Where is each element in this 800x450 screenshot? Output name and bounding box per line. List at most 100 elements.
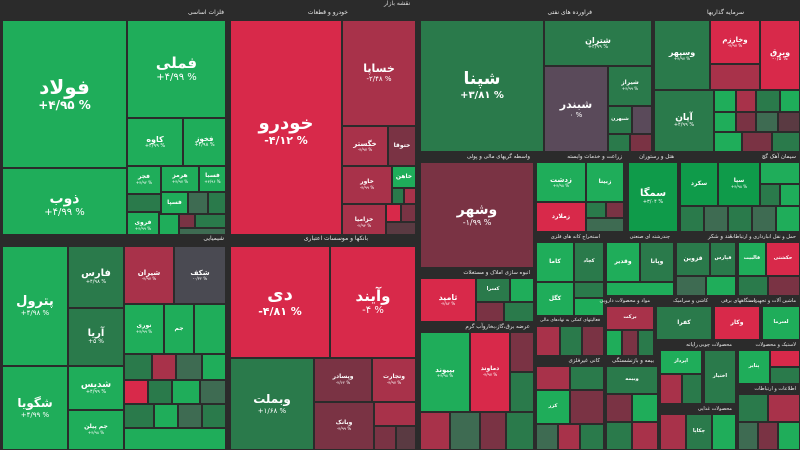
tile-mini[interactable] xyxy=(728,206,752,232)
tile-mini[interactable] xyxy=(758,422,778,450)
tile-mini[interactable] xyxy=(202,404,226,428)
tile-mini[interactable] xyxy=(392,188,404,204)
tile-mini[interactable] xyxy=(606,422,632,450)
tile-mini[interactable] xyxy=(606,330,622,356)
sector-tile[interactable]: کاشی و سرامیک کفرا xyxy=(654,296,712,340)
sector-wood[interactable]: عرضه برق،گاز،بخاروآب گرم بپیوند +۴/۹۸ % … xyxy=(418,322,534,450)
tile-mini[interactable] xyxy=(396,426,416,450)
sector-mining[interactable]: استخراج کانه های فلزی کاما کچاد کگل xyxy=(534,232,604,316)
tile-kgol[interactable]: کگل xyxy=(536,282,574,316)
sector-machinery[interactable]: ماشین آلات و تجهیزات لسرما xyxy=(749,296,800,340)
tile-hormoz[interactable]: هرمز +۴/۹۷ % xyxy=(161,166,199,192)
tile-vbank[interactable]: وبانک -۴/۹۹ % xyxy=(314,402,374,450)
tile-mini[interactable] xyxy=(176,354,202,380)
tile-mini[interactable] xyxy=(154,404,178,428)
tile-mini[interactable] xyxy=(752,206,776,232)
tile-mini[interactable] xyxy=(756,90,780,112)
tile-vbimeh[interactable]: وبیمه xyxy=(606,366,658,394)
tile-mini[interactable] xyxy=(736,90,756,112)
tile-mini[interactable] xyxy=(760,184,780,206)
tile-mini[interactable] xyxy=(570,390,604,424)
tile-sekord[interactable]: سکرد xyxy=(680,162,718,206)
tile-noori[interactable]: نوری +۴/۹۹ % xyxy=(124,304,164,354)
tile-kave[interactable]: کاوه +۴/۹۹ % xyxy=(127,118,183,166)
tile-di[interactable]: دی -۴/۸۱ % xyxy=(230,246,330,358)
tile-mini[interactable] xyxy=(680,206,704,232)
tile-shetran[interactable]: شتران +۴/۹۹ % xyxy=(544,20,652,66)
sector-holding[interactable]: چندرشته ای صنعتی وقدیر وپانا xyxy=(604,232,674,296)
tile-mini[interactable] xyxy=(476,302,504,322)
sector-machines[interactable]: دستگاههای برقی وکار xyxy=(712,296,760,340)
tile-aryan[interactable]: آپان +۴/۹۹ % xyxy=(654,90,714,152)
tile-mini[interactable] xyxy=(630,134,652,152)
tile-vanfir[interactable]: وقدیر xyxy=(606,242,640,282)
tile-ghazar[interactable]: قزوین xyxy=(676,242,710,276)
tile-sameg[interactable]: سمگا +۳/۰۴ % xyxy=(628,162,678,232)
tile-mini[interactable] xyxy=(714,112,736,132)
tile-mini[interactable] xyxy=(558,424,580,450)
tile-zmagh[interactable]: زملارد xyxy=(536,202,586,232)
tile-vaeend[interactable]: وآیند -۴ % xyxy=(330,246,416,358)
tile-mini[interactable] xyxy=(580,424,604,450)
tile-mini[interactable] xyxy=(586,202,606,218)
sector-pharma[interactable]: مواد و محصولات دارویی برکت xyxy=(600,296,654,356)
tile-mini[interactable] xyxy=(510,372,534,412)
tile-mini[interactable] xyxy=(188,192,208,214)
sector-chemical[interactable]: شیمیایی پترول +۴/۹۸ % شگویا +۴/۹۹ % فارس… xyxy=(0,234,228,450)
tile-jampilen[interactable]: جم پیلن +۴/۹۸ % xyxy=(68,410,124,450)
tile-khodro[interactable]: خودرو -۴/۱۲ % xyxy=(230,20,342,242)
tile-mini[interactable] xyxy=(208,192,226,214)
tile-mini[interactable] xyxy=(660,374,682,404)
sector-glass[interactable]: محصولات چوبی اختیار xyxy=(699,340,736,404)
tile-mini[interactable] xyxy=(778,422,800,450)
tile-kama[interactable]: کاما xyxy=(536,242,574,282)
tile-mini[interactable] xyxy=(560,326,582,356)
tile-mini[interactable] xyxy=(536,424,558,450)
tile-ghalibit[interactable]: قالبیت xyxy=(738,242,766,276)
tile-vpasar[interactable]: وپسادر -۲/۶۲ % xyxy=(314,358,372,402)
tile-mini[interactable] xyxy=(506,412,534,450)
sector-banks[interactable]: بانکها و موسسات اعتباری دی -۴/۸۱ % وآیند… xyxy=(228,234,418,450)
tile-khgostar[interactable]: خگستر -۴/۹۷ % xyxy=(342,126,388,166)
tile-mini[interactable] xyxy=(574,282,604,298)
sector-telecom[interactable]: اطلاعات و ارتباطات xyxy=(736,384,800,450)
tile-kfara[interactable]: کفرا xyxy=(656,306,712,340)
tile-mini[interactable] xyxy=(632,106,652,134)
sector-insurance[interactable]: بیمه و بازنشستگی وبیمه xyxy=(604,356,658,450)
tile-shbahan[interactable]: شبهرن xyxy=(608,106,632,134)
tile-mini[interactable] xyxy=(124,380,148,404)
tile-mini[interactable] xyxy=(570,366,604,390)
sector-investment[interactable]: سرمایه گذاریها وسپهر +۴/۹۷ % وخارزم -۴/۹… xyxy=(652,8,800,152)
tile-bpeyvand[interactable]: بپیوند +۴/۹۸ % xyxy=(420,332,470,412)
sector-refinery[interactable]: فراورده های نفتی شپنا +۳/۸۱ % شتران +۴/۹… xyxy=(418,8,652,152)
tile-mini[interactable] xyxy=(536,326,560,356)
tile-shepna[interactable]: شپنا +۳/۸۱ % xyxy=(420,20,544,152)
tile-mini[interactable] xyxy=(638,330,654,356)
tile-zob[interactable]: ذوب +۴/۹۹ % xyxy=(2,168,127,242)
tile-mini[interactable] xyxy=(172,380,200,404)
tile-mini[interactable] xyxy=(401,204,416,222)
tile-mini[interactable] xyxy=(536,366,570,390)
tile-mini[interactable] xyxy=(632,394,658,422)
tile-shgooya[interactable]: شگویا +۴/۹۹ % xyxy=(2,366,68,450)
tile-mini[interactable] xyxy=(504,302,534,322)
tile-mini[interactable] xyxy=(178,404,202,428)
tile-mini[interactable] xyxy=(148,380,172,404)
tile-mini[interactable] xyxy=(738,394,768,422)
sector-auto[interactable]: خودرو و قطعات خودرو -۴/۱۲ % خساپا -۲/۴۸ … xyxy=(228,8,418,242)
tile-mini[interactable] xyxy=(480,412,506,450)
tile-mini[interactable] xyxy=(768,276,800,296)
tile-mini[interactable] xyxy=(660,414,686,450)
sector-ict[interactable]: فعالیتهای کمکی به نهادهای مالی xyxy=(534,316,604,356)
sector-computer[interactable]: رایانه اپرداز xyxy=(658,340,702,404)
tile-faspa[interactable]: فسپا xyxy=(161,192,188,214)
tile-kzar[interactable]: کزر xyxy=(536,390,570,424)
tile-shbandar[interactable]: شبندر ۰ % xyxy=(544,66,608,152)
tile-foolad[interactable]: فولاد +۴/۹۵ % xyxy=(2,20,127,168)
sector-nonmetal[interactable]: کانی غیرفلزی کزر xyxy=(534,356,604,450)
tile-mini[interactable] xyxy=(124,354,152,380)
tile-hkashti[interactable]: حکشتی xyxy=(766,242,800,276)
tile-ghepars[interactable]: قپارس xyxy=(710,242,736,276)
tile-mini[interactable] xyxy=(760,162,800,184)
tile-fkhooz[interactable]: فخوز +۴/۹۸ % xyxy=(183,118,226,166)
